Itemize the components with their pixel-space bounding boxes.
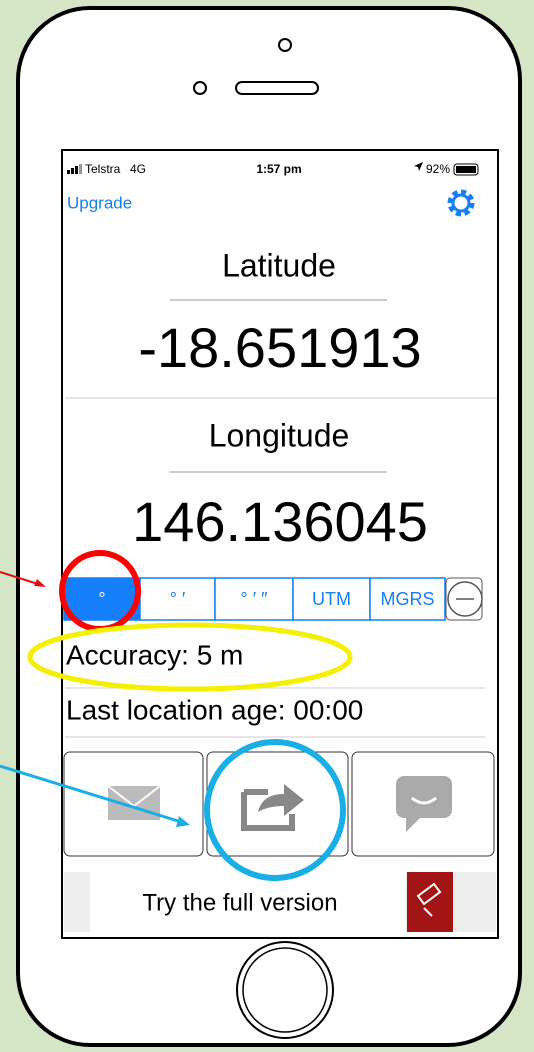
banner-icon [407, 872, 453, 932]
chat-bubble [396, 776, 452, 818]
battery-fill [456, 166, 476, 173]
banner-text: Try the full version [142, 889, 337, 916]
longitude-value: 146.136045 [132, 490, 428, 553]
latitude-value: -18.651913 [138, 316, 421, 379]
signal [71, 168, 74, 174]
format-selector: ° ° ′ ° ′ ″ UTM MGRS [64, 578, 445, 620]
upgrade-link[interactable]: Upgrade [67, 193, 132, 212]
location-age: Last location age: 00:00 [66, 694, 363, 725]
accuracy: Accuracy: 5 m [66, 639, 243, 670]
signal [79, 164, 82, 174]
format-label: ° ′ [170, 589, 186, 609]
network: 4G [130, 162, 146, 176]
page: {"status_bar": {"carrier": "Telstra", "n… [0, 0, 534, 1052]
format-label: ° ′ ″ [241, 589, 269, 609]
carrier: Telstra [85, 162, 121, 176]
battery-level: 92% [426, 162, 450, 176]
latitude-label: Latitude [222, 247, 336, 283]
format-label: MGRS [381, 589, 435, 609]
signal [75, 166, 78, 174]
longitude-label: Longitude [209, 417, 350, 453]
format-label: ° [98, 589, 105, 609]
format-label: UTM [312, 589, 351, 609]
screenshot: Telstra 4G 1:57 pm 92% Upgrade Latitude … [0, 0, 534, 1052]
signal [67, 170, 70, 174]
time: 1:57 pm [256, 162, 301, 176]
